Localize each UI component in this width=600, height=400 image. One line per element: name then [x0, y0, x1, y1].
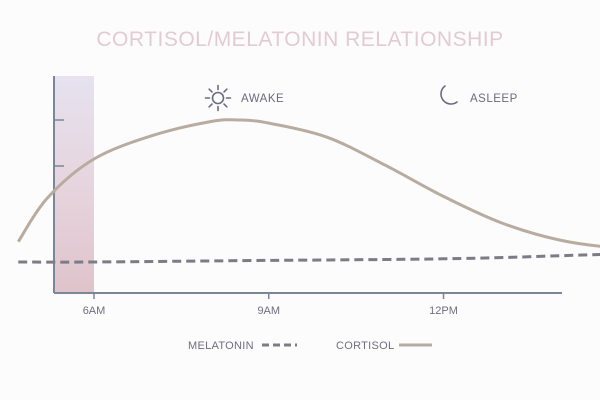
series-melatonin-line — [18, 253, 600, 264]
sun-icon-core — [211, 91, 225, 105]
region-labels: AWAKE ASLEEP — [204, 84, 518, 112]
sun-icon-ray — [208, 103, 213, 108]
sun-icon-ray — [223, 103, 228, 108]
moon-icon — [440, 85, 458, 105]
x-tick-label-1: 9AM — [257, 305, 280, 317]
awake-label: AWAKE — [241, 93, 284, 105]
sun-icon-ray — [208, 88, 213, 93]
sun-icon-ray — [223, 88, 228, 93]
series-cortisol-line — [17, 118, 600, 248]
x-tick-label-2: 12PM — [429, 305, 458, 317]
sun-icon — [204, 84, 232, 112]
chart-title: CORTISOL/MELATONIN RELATIONSHIP — [96, 28, 504, 51]
legend-cortisol-label: CORTISOL — [336, 340, 394, 352]
x-tick-label-0: 6AM — [83, 305, 106, 317]
series-lines — [17, 118, 600, 264]
legend: MELATONIN CORTISOL — [188, 340, 432, 352]
legend-melatonin-label: MELATONIN — [188, 340, 254, 352]
asleep-label: ASLEEP — [470, 93, 518, 105]
axes: 6AM9AM12PM3PM6PM9PM12AM3AM6AM — [53, 76, 562, 317]
